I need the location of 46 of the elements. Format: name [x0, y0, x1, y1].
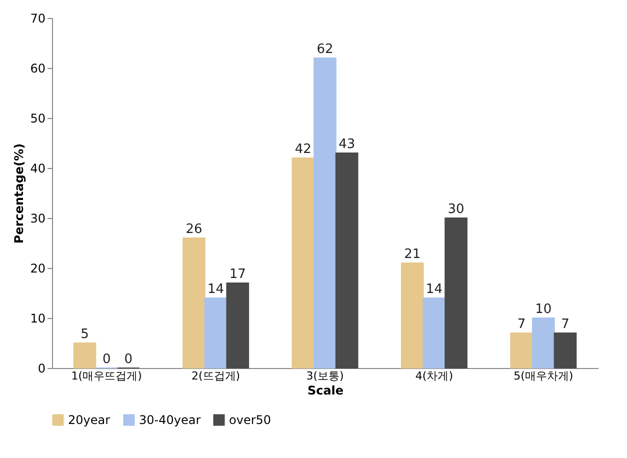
- x-tick-label: 3(보통): [306, 370, 344, 382]
- bar: [554, 332, 577, 368]
- y-axis-title: Percentage(%): [12, 143, 26, 244]
- bar: [510, 332, 533, 368]
- data-label: 42: [294, 142, 312, 157]
- data-label: 7: [561, 317, 570, 332]
- data-label: 43: [338, 137, 356, 152]
- bar: [204, 298, 228, 368]
- legend-label: 30-40year: [139, 413, 201, 427]
- bar: [444, 218, 468, 368]
- x-tick-label: 2(뜨겁게): [192, 370, 240, 382]
- x-tick-label: 1(매우뜨겁게): [71, 370, 142, 382]
- bar: [314, 58, 336, 368]
- bar: [73, 342, 96, 368]
- y-tick-label: 50: [30, 112, 46, 126]
- data-label: 10: [535, 302, 552, 317]
- data-label: 21: [404, 247, 421, 262]
- x-tick-label: 4(차게): [415, 370, 453, 382]
- x-axis-title: Scale: [307, 384, 344, 398]
- y-tick-label: 70: [30, 12, 46, 26]
- y-tick-label: 60: [30, 62, 46, 76]
- x-tick-label: 5(매우차게): [514, 370, 574, 382]
- data-label: 62: [316, 42, 334, 57]
- data-label: 30: [448, 202, 464, 217]
- data-label: 14: [208, 282, 224, 297]
- legend-label: 20year: [68, 413, 110, 427]
- bar: [182, 238, 206, 368]
- data-label: 0: [102, 352, 111, 367]
- data-label: 0: [124, 352, 133, 367]
- y-tick-label: 0: [38, 362, 46, 376]
- data-label: 26: [186, 222, 202, 237]
- data-label: 7: [517, 317, 526, 332]
- data-label: 17: [229, 267, 246, 282]
- data-label: 5: [80, 327, 89, 342]
- bar: [226, 282, 250, 368]
- bar: [400, 262, 424, 368]
- y-tick-label: 20: [30, 262, 46, 276]
- legend-label: over50: [229, 413, 272, 427]
- bar: [532, 318, 555, 368]
- y-tick-label: 30: [30, 212, 46, 226]
- y-tick-label: 40: [30, 162, 46, 176]
- bar: [335, 152, 358, 368]
- y-tick-label: 10: [30, 312, 46, 326]
- bar: [292, 158, 315, 368]
- data-label: 14: [426, 282, 442, 297]
- bar: [422, 298, 446, 368]
